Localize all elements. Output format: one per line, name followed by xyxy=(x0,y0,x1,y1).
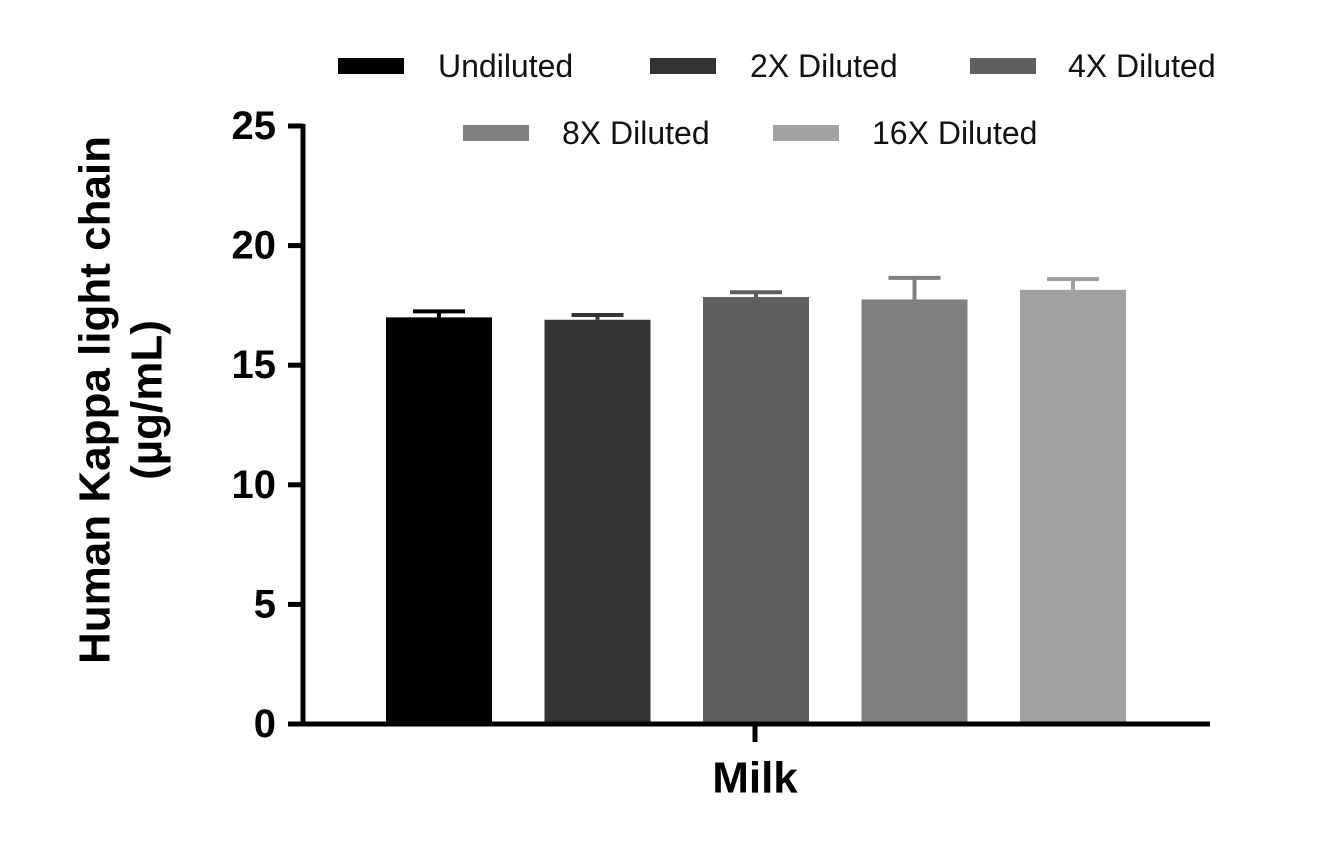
y-tick-label: 0 xyxy=(254,702,276,746)
bar-4x-diluted xyxy=(703,297,809,724)
bar-8x-diluted xyxy=(861,299,968,724)
y-tick-label: 20 xyxy=(232,224,277,268)
legend-label: 8X Diluted xyxy=(562,115,710,151)
bar-undiluted xyxy=(386,317,492,724)
y-tick-label: 5 xyxy=(254,582,276,626)
error-bars xyxy=(413,275,1099,320)
y-tick-label: 25 xyxy=(232,104,277,148)
legend-label: 4X Diluted xyxy=(1068,48,1216,84)
bars xyxy=(386,289,1126,724)
y-tick-label: 10 xyxy=(232,463,277,507)
bar-16x-diluted xyxy=(1020,289,1126,724)
x-axis xyxy=(301,721,1210,742)
y-axis: 0 5 10 15 20 25 xyxy=(232,104,306,746)
legend-label: 2X Diluted xyxy=(750,48,898,84)
y-tick-label: 15 xyxy=(232,343,277,387)
legend-label: Undiluted xyxy=(438,48,573,84)
legend-swatch xyxy=(650,58,716,74)
legend-swatch xyxy=(970,58,1036,74)
legend-label: 16X Diluted xyxy=(872,115,1037,151)
x-axis-title: Milk xyxy=(712,754,798,803)
legend-swatch xyxy=(338,58,404,74)
y-axis-title: Human Kappa light chain xyxy=(71,136,120,664)
legend-swatch xyxy=(463,125,529,141)
y-axis-title-unit: (µg/mL) xyxy=(123,320,172,480)
legend: Undiluted 2X Diluted 4X Diluted 8X Diluted 1… xyxy=(338,48,1216,151)
bar-2x-diluted xyxy=(544,319,651,724)
legend-swatch xyxy=(773,125,839,141)
